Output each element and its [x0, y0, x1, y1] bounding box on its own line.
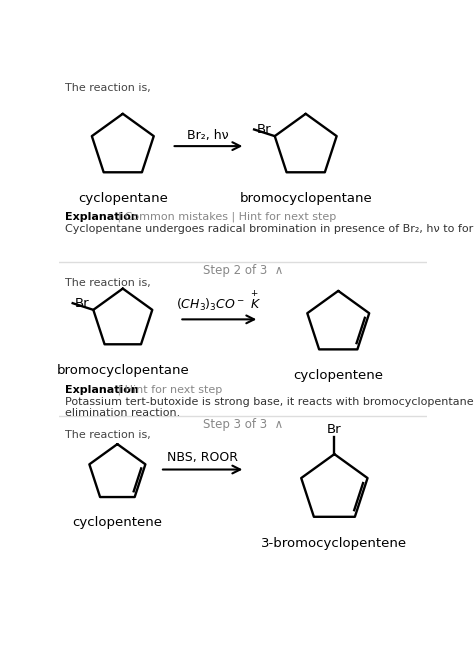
Text: Potassium tert-butoxide is strong base, it reacts with bromocyclopentane to form: Potassium tert-butoxide is strong base, … — [64, 397, 474, 407]
Text: The reaction is,: The reaction is, — [64, 83, 150, 93]
Text: The reaction is,: The reaction is, — [64, 430, 150, 440]
Text: Br₂, hν: Br₂, hν — [187, 129, 229, 142]
Text: Cyclopentane undergoes radical bromination in presence of Br₂, hν to form bromoc: Cyclopentane undergoes radical brominati… — [64, 224, 474, 234]
Text: | Hint for next step: | Hint for next step — [113, 385, 222, 395]
Text: elimination reaction.: elimination reaction. — [64, 408, 180, 418]
Text: Step 2 of 3  ∧: Step 2 of 3 ∧ — [203, 264, 283, 277]
Text: NBS, ROOR: NBS, ROOR — [167, 451, 238, 464]
Text: | Common mistakes | Hint for next step: | Common mistakes | Hint for next step — [113, 212, 336, 222]
Text: cyclopentane: cyclopentane — [78, 193, 168, 205]
Text: bromocyclopentane: bromocyclopentane — [239, 193, 372, 205]
Text: cyclopentene: cyclopentene — [293, 370, 383, 383]
Text: Explanation: Explanation — [64, 385, 138, 395]
Text: bromocyclopentane: bromocyclopentane — [56, 364, 189, 377]
Text: Explanation: Explanation — [64, 212, 138, 221]
Text: Step 3 of 3  ∧: Step 3 of 3 ∧ — [203, 418, 283, 431]
Text: $(CH_3)_3CO^-\ \overset{+}{K}$: $(CH_3)_3CO^-\ \overset{+}{K}$ — [176, 289, 262, 313]
Text: cyclopentene: cyclopentene — [73, 517, 163, 530]
Text: The reaction is,: The reaction is, — [64, 278, 150, 288]
Text: 3-bromocyclopentene: 3-bromocyclopentene — [261, 537, 408, 550]
Text: Br: Br — [327, 422, 342, 436]
Text: Br: Br — [256, 123, 271, 136]
Text: Br: Br — [75, 296, 90, 310]
